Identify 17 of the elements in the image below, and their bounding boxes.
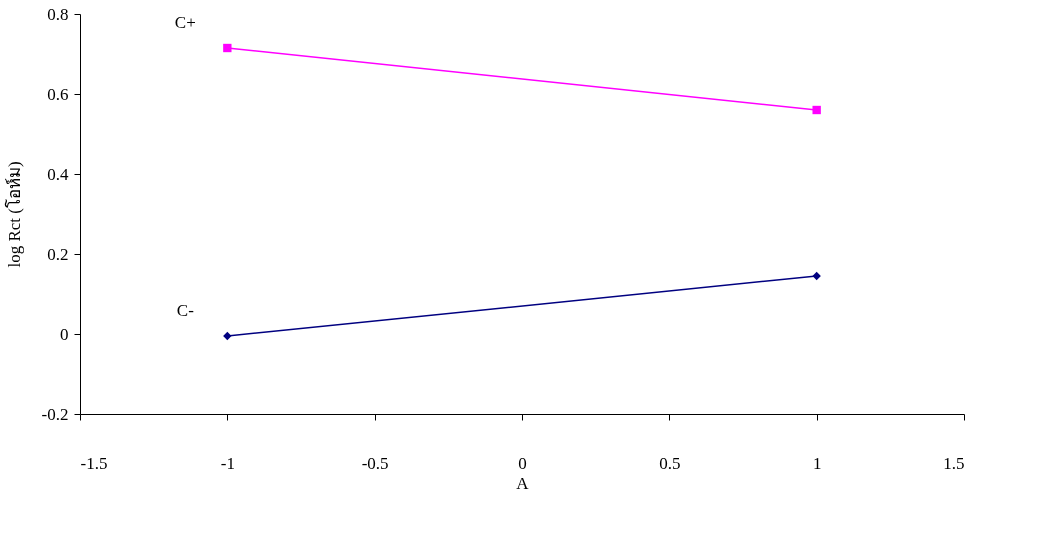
y-axis-title: log Rct (โอห์ม) <box>3 161 24 268</box>
x-tick-label: -1.5 <box>80 453 108 473</box>
x-tick-label: 0 <box>518 453 527 473</box>
y-tick-label: 0.2 <box>47 244 69 264</box>
y-tick-label: 0.6 <box>47 84 69 104</box>
y-tick-label: 0.8 <box>47 4 69 24</box>
x-tick-label: 1.5 <box>943 453 965 473</box>
x-axis-title: A <box>516 473 530 493</box>
x-tick-label: -1 <box>220 453 235 473</box>
series-label: C- <box>176 301 195 320</box>
y-tick-label: 0.4 <box>47 164 69 184</box>
x-tick-label: -0.5 <box>361 453 389 473</box>
y-tick-label: 0 <box>60 324 69 344</box>
y-tick-label: -0.2 <box>41 404 69 424</box>
x-tick-label: 1 <box>812 453 822 473</box>
series-label: C+ <box>174 13 196 32</box>
x-tick-label: 0.5 <box>659 453 681 473</box>
